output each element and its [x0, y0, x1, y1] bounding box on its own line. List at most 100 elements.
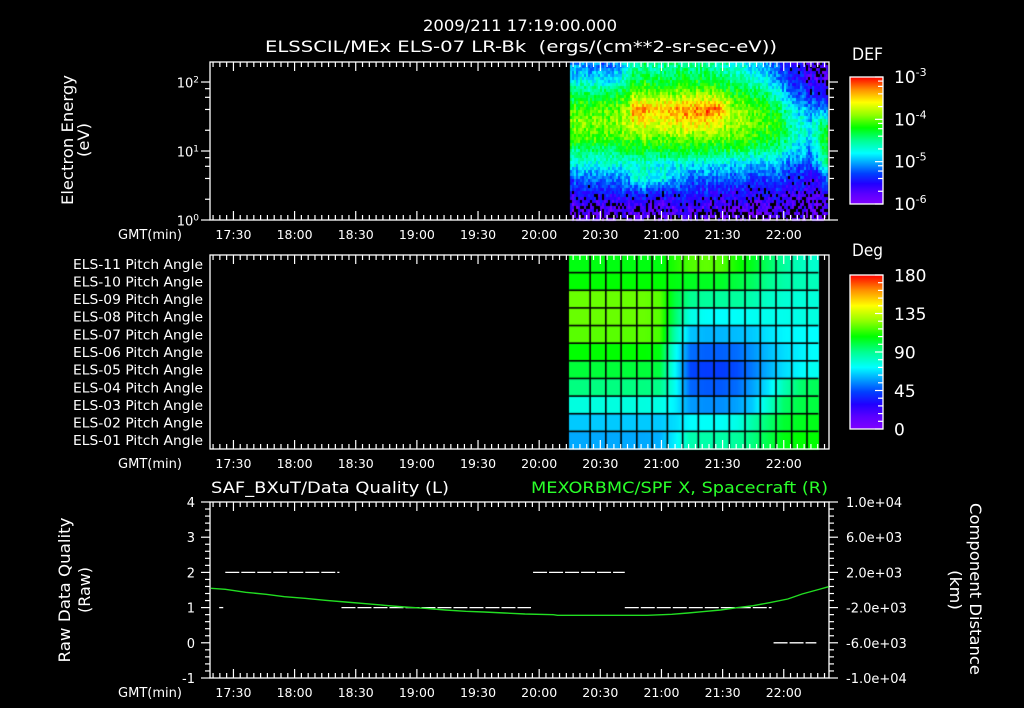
- def-colorbar-axis: 10-310-410-510-6: [875, 66, 927, 215]
- x-tick-label: 21:30: [705, 227, 741, 242]
- x-tick-label: 20:30: [582, 685, 618, 700]
- energy-axis-units: (eV): [74, 123, 93, 157]
- x-tick-label: 22:00: [766, 685, 802, 700]
- distance-axis-label: Component Distance: [966, 503, 985, 675]
- deg-colorbar-title: Deg: [852, 241, 883, 261]
- x-tick-label: 20:30: [582, 227, 618, 242]
- pitch-row-label: ELS-05 Pitch Angle: [73, 364, 203, 379]
- x-tick-label: 21:00: [643, 456, 679, 471]
- tick-label-exponent: 1: [193, 145, 199, 155]
- x-tick-label: 20:00: [521, 685, 557, 700]
- y2-tick-label: -2.0e+03: [846, 602, 907, 617]
- tick-label-base: 10: [177, 146, 194, 161]
- data-quality-series: [219, 571, 817, 644]
- quality-axis-label: Raw Data Quality: [55, 518, 74, 663]
- x-tick-label: 18:00: [277, 227, 313, 242]
- pitch-row-label: ELS-08 Pitch Angle: [73, 311, 203, 326]
- x-tick-label: 18:00: [277, 685, 313, 700]
- time-axis-label: GMT(min): [118, 686, 182, 701]
- tick-label-base: 10: [177, 77, 194, 92]
- colorbar-tick-label: 180: [894, 267, 926, 287]
- energy-spectrogram-frame: [209, 61, 830, 221]
- spacecraft-x-series: [210, 586, 829, 616]
- y2-tick-label: -1.0e+04: [846, 672, 907, 687]
- def-colorbar: [849, 76, 884, 205]
- tick-label-exponent: -6: [916, 193, 927, 206]
- colorbar-tick-label: 10-3: [894, 66, 927, 88]
- y-tick-label: 3: [187, 531, 195, 546]
- spacecraft-title: MEXORBMC/SPF X, Spacecraft (R): [531, 478, 828, 497]
- def-colorbar-title: DEF: [852, 45, 883, 65]
- colorbar-tick-label: 90: [894, 344, 916, 364]
- x-tick-label: 18:30: [338, 685, 374, 700]
- pitch-row-labels: ELS-11 Pitch Angle ELS-10 Pitch Angle ELS-…: [73, 258, 203, 449]
- tick-label-base: 10: [894, 110, 916, 130]
- data-quality-frame: [209, 501, 830, 679]
- panel-3-time-axis: 17:30 18:00 18:30 19:00 19:30 20:00 20:30 21:00…: [212, 502, 826, 700]
- pitch-row-label: ELS-11 Pitch Angle: [73, 258, 203, 273]
- y-tick-label: 2: [187, 566, 195, 581]
- x-tick-label: 19:30: [460, 685, 496, 700]
- panel-1-time-axis: 17:30 18:00 18:30 19:00 19:30 20:00 20:30 21:00…: [212, 62, 826, 242]
- y-tick-label: 1: [187, 602, 195, 617]
- x-tick-label: 18:30: [338, 227, 374, 242]
- tick-label-base: 10: [177, 215, 194, 230]
- y-tick-label: 0: [187, 637, 195, 652]
- x-tick-label: 19:30: [460, 227, 496, 242]
- colorbar-tick-label: 135: [894, 305, 926, 325]
- pitch-row-label: ELS-09 Pitch Angle: [73, 293, 203, 308]
- x-tick-label: 17:30: [215, 456, 251, 471]
- x-tick-label: 21:00: [643, 685, 679, 700]
- x-tick-label: 22:00: [766, 227, 802, 242]
- distance-axis-units: (km): [946, 570, 965, 610]
- pitch-row-label: ELS-03 Pitch Angle: [73, 399, 203, 414]
- y-tick-label: 4: [187, 496, 195, 511]
- x-tick-label: 21:30: [705, 685, 741, 700]
- x-tick-label: 22:00: [766, 456, 802, 471]
- quality-y-axes: 4 3 2 1 0 -1 1.0e+04 6.0e+03 2.0e+03 -2.0e+03 -6.0…: [182, 496, 907, 687]
- x-tick-label: 17:30: [215, 227, 251, 242]
- tick-label-base: 10: [894, 68, 916, 88]
- tick-label-exponent: -4: [916, 108, 927, 121]
- tick-label-exponent: -3: [916, 66, 927, 79]
- colorbar-tick-label: 10-6: [894, 193, 927, 215]
- colorbar-tick-label: 0: [894, 421, 905, 441]
- x-tick-label: 20:00: [521, 227, 557, 242]
- x-tick-label: 21:30: [705, 456, 741, 471]
- energy-axis-label: Electron Energy: [58, 75, 77, 205]
- x-tick-label: 19:00: [399, 456, 435, 471]
- colorbar-tick-label: 45: [894, 382, 916, 402]
- energy-tick-label: 101: [177, 145, 199, 161]
- plot-timestamp: 2009/211 17:19:00.000: [423, 16, 617, 35]
- pitch-row-label: ELS-06 Pitch Angle: [73, 346, 203, 361]
- data-quality-title: SAF_BXuT/Data Quality (L): [211, 478, 449, 498]
- panel-2-time-axis: 17:30 18:00 18:30 19:00 19:30 20:00 20:30 21:00…: [212, 255, 826, 471]
- y2-tick-label: 6.0e+03: [846, 531, 902, 546]
- tick-label-base: 10: [894, 153, 916, 173]
- pitch-row-label: ELS-07 Pitch Angle: [73, 328, 203, 343]
- y2-tick-label: 1.0e+04: [846, 496, 902, 511]
- x-tick-label: 19:00: [399, 685, 435, 700]
- pitch-angle-frame: [209, 254, 830, 450]
- y2-tick-label: -6.0e+03: [846, 637, 907, 652]
- pitch-row-label: ELS-10 Pitch Angle: [73, 275, 203, 290]
- x-tick-label: 18:00: [277, 456, 313, 471]
- tick-label-base: 10: [894, 195, 916, 215]
- pitch-row-label: ELS-01 Pitch Angle: [73, 434, 203, 449]
- tick-label-exponent: -5: [916, 151, 927, 164]
- x-tick-label: 18:30: [338, 456, 374, 471]
- time-axis-label: GMT(min): [118, 228, 182, 243]
- colorbar-tick-label: 10-5: [894, 151, 927, 173]
- colorbar-tick-label: 10-4: [894, 108, 927, 130]
- tick-label-exponent: 2: [193, 76, 199, 86]
- quality-axis-units: (Raw): [75, 567, 94, 613]
- deg-colorbar-axis: 180 135 90 45 0: [875, 267, 926, 441]
- x-tick-label: 21:00: [643, 227, 679, 242]
- pitch-row-label: ELS-04 Pitch Angle: [73, 381, 203, 396]
- plot-title: ELSSCIL/MEx ELS-07 LR-Bk (ergs/(cm**2-sr…: [265, 37, 777, 56]
- x-tick-label: 20:30: [582, 456, 618, 471]
- y2-tick-label: 2.0e+03: [846, 566, 902, 581]
